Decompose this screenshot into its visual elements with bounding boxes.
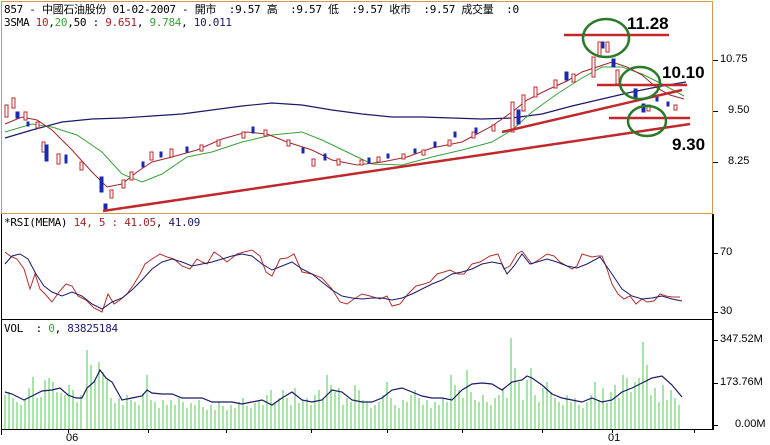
- rsi-legend: *RSI(MEMA) 14, 5 : 41.05, 41.09: [4, 216, 201, 229]
- rsi-value: 41.05: [124, 216, 156, 229]
- stock-code: 857: [4, 3, 23, 16]
- highlight-circles: [581, 17, 668, 138]
- sma20-value: 9.784: [149, 16, 182, 29]
- trendlines: [102, 33, 691, 213]
- low-value: :9.57: [351, 3, 384, 16]
- rsi-plot: [4, 249, 683, 313]
- price-tick-10-75: 10.75: [720, 53, 748, 65]
- price-tick-9-50: 9.50: [728, 104, 750, 116]
- annotation-9-30: 9.30: [672, 135, 706, 154]
- volume-ma-line: [4, 368, 683, 406]
- open-value: :9.57: [228, 3, 261, 16]
- rsi-tick-70: 70: [720, 246, 733, 258]
- vol-ma-value: 83825184: [67, 322, 118, 335]
- sma10-value: 9.651: [105, 16, 137, 29]
- rsi-panel[interactable]: *RSI(MEMA) 14, 5 : 41.05, 41.09: [1, 214, 713, 320]
- vol-value: 0: [48, 322, 55, 335]
- vol-tick-0m: 0.00M: [735, 418, 766, 430]
- quote-date: 01-02-2007: [112, 3, 176, 16]
- stock-name: 中國石油股份: [41, 3, 107, 16]
- volume-plot: [4, 338, 683, 430]
- annotation-10-10: 10.10: [662, 63, 705, 82]
- candlesticks: [4, 41, 678, 211]
- close-value: :9.57: [423, 3, 456, 16]
- volume-value: :0: [506, 3, 519, 16]
- quote-header: 857 - 中國石油股份 01-02-2007 - 開市 :9.57 高 :9.…: [4, 3, 519, 16]
- sma10-line: [4, 61, 685, 188]
- sma20-line: [4, 66, 685, 183]
- volume-bars: [4, 338, 680, 430]
- x-axis-line: [1, 429, 713, 430]
- volume-panel[interactable]: VOL : 0, 83825184: [1, 320, 713, 430]
- sma-legend: 3SMA 10,20,50 : 9.651, 9.784, 10.011: [4, 16, 232, 29]
- high-value: :9.57: [290, 3, 322, 16]
- price-chart-panel[interactable]: 857 - 中國石油股份 01-02-2007 - 開市 :9.57 高 :9.…: [1, 1, 713, 214]
- vol-tick-173-76m: 173.76M: [720, 376, 763, 388]
- sma50-line: [4, 81, 687, 139]
- rsi-line: [4, 249, 680, 313]
- vol-tick-347-52m: 347.52M: [720, 333, 763, 345]
- price-plot: [4, 17, 691, 213]
- rsi-ma-line: [4, 253, 683, 310]
- price-tick-8-25: 8.25: [728, 155, 750, 167]
- rsi-tick-30: 30: [720, 305, 733, 317]
- x-tick-06: 06: [66, 432, 79, 444]
- sma50-value: 10.011: [193, 16, 232, 29]
- x-tick-01: 01: [608, 432, 621, 444]
- vol-legend: VOL : 0, 83825184: [4, 322, 118, 335]
- rsi-ma-value: 41.09: [168, 216, 201, 229]
- y-axis-line: [713, 214, 714, 430]
- annotation-11-28: 11.28: [627, 14, 669, 33]
